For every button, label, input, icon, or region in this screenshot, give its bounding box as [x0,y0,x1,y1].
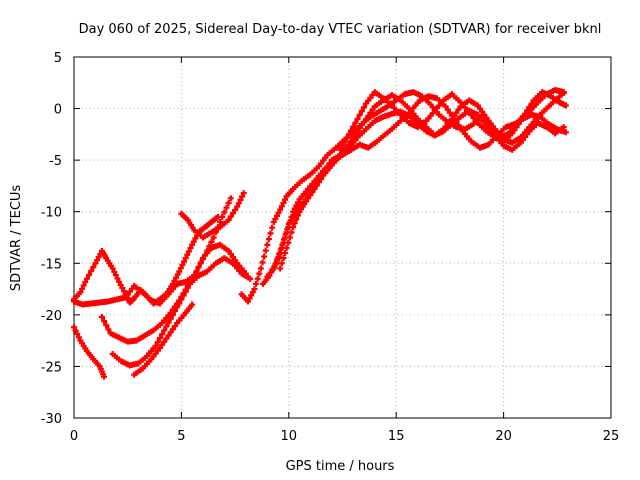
y-tick-label: -30 [41,412,62,427]
gridlines [74,57,611,418]
series-track-12 [337,87,567,153]
x-tick-label: 25 [603,429,620,444]
axis-ticks: 0 5 10 15 20 25 -30 -25 -20 -15 -10 -5 0 5 [41,51,620,444]
y-tick-label: -15 [41,257,62,272]
series-track-7 [178,190,247,241]
y-tick-label: 0 [54,103,62,118]
data-points [71,324,108,380]
x-tick-label: 20 [495,429,512,444]
x-tick-label: 5 [177,429,185,444]
data-points [109,255,254,369]
x-tick-label: 15 [388,429,405,444]
plot-area [73,56,612,419]
series-track-6 [131,301,196,378]
y-tick-label: -5 [49,154,62,169]
x-tick-label: 10 [281,429,298,444]
series-track-3 [71,324,108,380]
y-tick-label: 5 [54,51,62,66]
data-points [337,87,567,153]
chart-title: Day 060 of 2025, Sidereal Day-to-day VTE… [79,22,602,37]
series-group [71,87,569,380]
y-tick-label: -10 [41,206,62,221]
y-tick-label: -20 [41,309,62,324]
data-points [178,190,247,241]
y-axis-label: SDTVAR / TECUs [9,185,24,292]
y-tick-label: -25 [41,360,62,375]
x-tick-label: 0 [70,429,78,444]
data-points [131,301,196,378]
x-axis-label: GPS time / hours [286,459,395,474]
series-track-5 [109,255,254,369]
